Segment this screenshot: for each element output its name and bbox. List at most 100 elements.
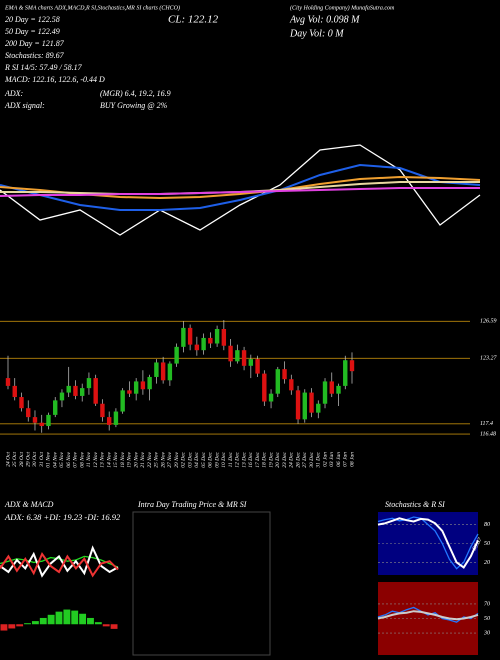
candle-body [309, 392, 314, 413]
macd-bar [71, 610, 79, 625]
candle-body [343, 360, 348, 386]
series-line [0, 187, 480, 197]
x-tick-label: 19 Nov [127, 451, 133, 467]
candle-body [26, 408, 31, 418]
candle-body [322, 381, 328, 404]
x-tick-label: 02 Dec [181, 451, 187, 467]
x-tick-label: 25 Nov [154, 451, 160, 467]
candle-body [160, 362, 166, 381]
series-line [0, 163, 481, 211]
x-tick-label: 20 Nov [133, 451, 139, 467]
intraday-box [132, 511, 271, 656]
candle-body [329, 381, 334, 394]
y-tick-label: 80 [484, 522, 490, 528]
candle-body [53, 400, 58, 415]
series-line [377, 610, 479, 621]
x-tick-label: 04 Nov [51, 451, 58, 467]
candle-body [73, 385, 78, 396]
y-tick-label: 117.4 [480, 420, 493, 427]
x-tick-label: 29 Oct [26, 452, 32, 467]
x-tick-label: 05 Nov [59, 451, 65, 467]
candle-body [5, 378, 11, 386]
candle-body [46, 414, 51, 427]
y-tick-label: 126.59 [480, 319, 497, 325]
candle-body [19, 397, 24, 409]
y-tick-label: 30 [483, 630, 490, 636]
x-tick-label: 27 Nov [167, 451, 173, 467]
y-tick-label: 70 [484, 601, 490, 607]
macd-bar [16, 624, 24, 627]
candle-body [140, 381, 146, 390]
candle-body [235, 350, 240, 362]
x-tick-label: 18 Dec [262, 451, 268, 467]
candle-body [255, 359, 260, 374]
candle-body [349, 360, 355, 372]
panel-title: Intra Day Trading Price & MR SI [137, 500, 247, 509]
x-tick-label: 18 Nov [120, 451, 126, 467]
x-tick-label: 06 Jan [336, 452, 342, 467]
candle-body [174, 346, 179, 364]
x-tick-label: 16 Dec [248, 451, 254, 467]
series-line [0, 551, 119, 578]
candle-body [214, 329, 220, 344]
candle-body [282, 369, 287, 380]
x-tick-label: 01 Nov [46, 451, 52, 467]
x-tick-label: 13 Dec [241, 451, 247, 467]
macd-bar [63, 609, 71, 625]
candle-body [295, 390, 301, 420]
candle-body [113, 411, 119, 425]
series-line [0, 545, 119, 578]
x-tick-label: 11 Nov [86, 451, 92, 467]
day-vol: Day Vol: 0 M [289, 28, 344, 39]
y-tick-label: 20 [484, 560, 490, 566]
x-tick-label: 19 Dec [268, 451, 274, 467]
x-tick-label: 10 Dec [221, 451, 227, 467]
macd-bar [31, 621, 39, 625]
series-line [377, 517, 479, 569]
candle-body [106, 417, 112, 425]
x-tick-label: 29 Nov [174, 451, 180, 467]
indicator-line: 50 Day = 122.49 [5, 27, 60, 36]
panel-title: ADX & MACD [4, 500, 54, 509]
macd-bar [87, 617, 94, 625]
x-tick-label: 17 Dec [255, 451, 261, 467]
x-tick-label: 04 Dec [193, 451, 200, 467]
candle-body [208, 337, 213, 344]
candle-body [187, 327, 193, 345]
candle-body [289, 379, 294, 391]
candle-body [79, 388, 85, 396]
x-tick-label: 03 Jan [329, 452, 335, 467]
y-tick-label: 50 [484, 541, 490, 547]
macd-bar [47, 614, 55, 625]
x-tick-label: 12 Nov [93, 451, 99, 467]
close: CL: 122.12 [168, 14, 219, 26]
macd-bar [55, 611, 63, 625]
candle-body [100, 403, 105, 418]
candle-body [127, 390, 132, 394]
x-tick-label: 23 Dec [282, 451, 288, 467]
x-tick-label: 09 Dec [214, 451, 220, 467]
x-tick-label: 30 Oct [32, 452, 38, 468]
candle-body [12, 385, 17, 398]
candle-body [316, 403, 321, 413]
x-tick-label: 07 Jan [343, 452, 349, 467]
candle-body [154, 362, 159, 377]
x-tick-label: 11 Dec [228, 451, 234, 467]
candle-body [248, 359, 254, 366]
adx-value: (MGR) 6.4, 19.2, 16.9 [100, 89, 171, 98]
macd-bar [39, 617, 47, 625]
x-tick-label: 31 Oct [39, 452, 45, 468]
x-tick-label: 31 Dec [316, 451, 322, 468]
x-tick-label: 08 Nov [79, 451, 85, 467]
x-tick-label: 08 Jan [349, 452, 355, 467]
y-tick-label: 116.48 [480, 430, 496, 437]
candle-body [86, 378, 92, 389]
adx-label: ADX: [4, 89, 24, 98]
macd-bar [110, 624, 118, 629]
x-tick-label: 26 Dec [295, 451, 301, 467]
candle-body [262, 373, 267, 402]
candle-body [275, 369, 281, 394]
macd-bar [94, 622, 102, 625]
